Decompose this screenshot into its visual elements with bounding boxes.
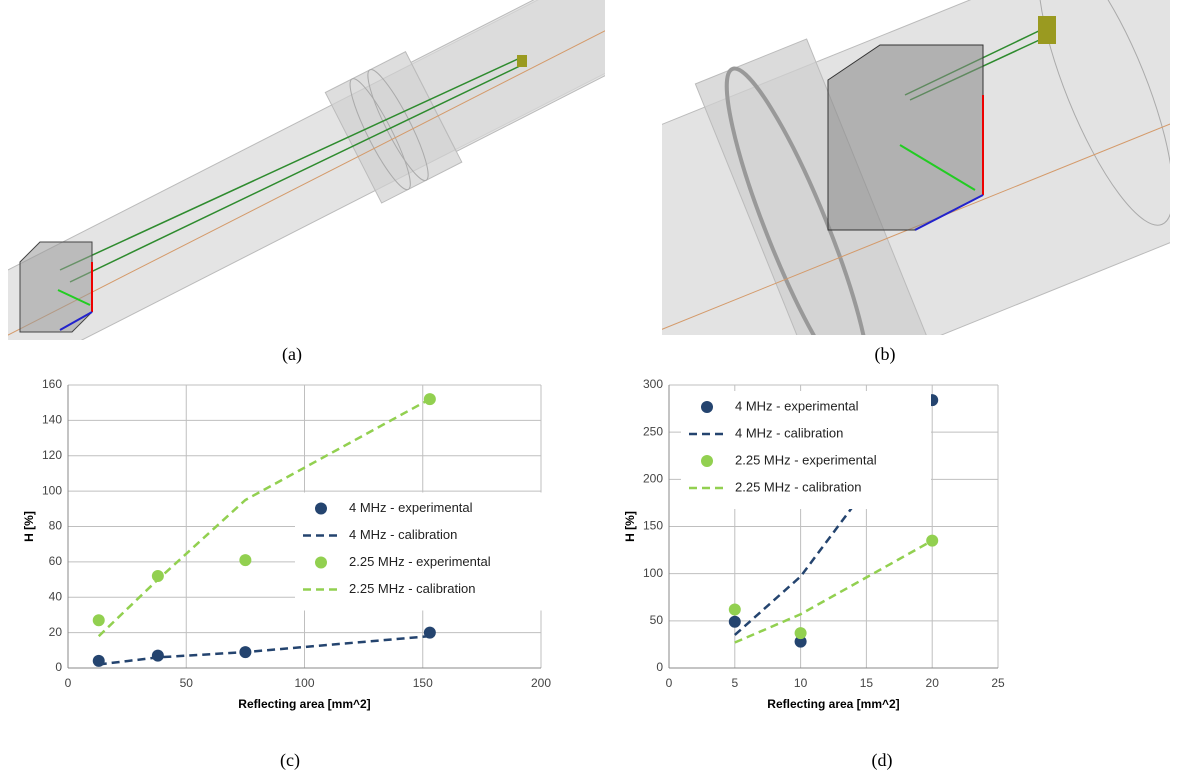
x-axis-label: Reflecting area [mm^2] bbox=[238, 697, 370, 711]
data-point bbox=[239, 554, 251, 566]
y-tick-label: 50 bbox=[650, 613, 664, 627]
legend-label: 2.25 MHz - calibration bbox=[349, 581, 475, 596]
y-tick-label: 80 bbox=[49, 519, 63, 533]
figure: (a) (b) (c) (d) 050100150200020406080100… bbox=[0, 0, 1177, 775]
y-tick-label: 140 bbox=[42, 413, 62, 427]
x-tick-label: 10 bbox=[794, 676, 808, 690]
x-tick-label: 100 bbox=[294, 676, 314, 690]
legend-label: 2.25 MHz - calibration bbox=[735, 479, 861, 494]
legend-label: 4 MHz - calibration bbox=[349, 527, 457, 542]
y-tick-label: 0 bbox=[656, 660, 663, 674]
y-tick-label: 300 bbox=[643, 377, 663, 391]
legend-swatch bbox=[701, 455, 713, 467]
y-tick-label: 0 bbox=[55, 660, 62, 674]
x-tick-label: 200 bbox=[531, 676, 551, 690]
render-a bbox=[0, 0, 693, 412]
y-tick-label: 100 bbox=[42, 483, 62, 497]
y-tick-label: 200 bbox=[643, 472, 663, 486]
y-tick-label: 40 bbox=[49, 589, 63, 603]
caption: (d) bbox=[872, 750, 893, 771]
legend-label: 2.25 MHz - experimental bbox=[349, 554, 491, 569]
y-tick-label: 20 bbox=[49, 625, 63, 639]
x-tick-label: 50 bbox=[180, 676, 194, 690]
x-tick-label: 20 bbox=[926, 676, 940, 690]
x-tick-label: 0 bbox=[666, 676, 673, 690]
data-point bbox=[729, 616, 741, 628]
y-axis-label: H [%] bbox=[22, 511, 36, 542]
legend-swatch bbox=[315, 557, 327, 569]
y-tick-label: 100 bbox=[643, 566, 663, 580]
y-tick-label: 250 bbox=[643, 424, 663, 438]
caption: (a) bbox=[282, 344, 302, 365]
data-point bbox=[795, 627, 807, 639]
y-tick-label: 160 bbox=[42, 377, 62, 391]
legend-label: 4 MHz - experimental bbox=[349, 500, 473, 515]
legend-label: 4 MHz - calibration bbox=[735, 425, 843, 440]
x-axis-label: Reflecting area [mm^2] bbox=[767, 697, 899, 711]
x-tick-label: 5 bbox=[731, 676, 738, 690]
caption: (b) bbox=[875, 344, 896, 365]
legend-swatch bbox=[315, 503, 327, 515]
x-tick-label: 25 bbox=[991, 676, 1005, 690]
y-tick-label: 120 bbox=[42, 448, 62, 462]
x-tick-label: 15 bbox=[860, 676, 874, 690]
data-point bbox=[93, 614, 105, 626]
x-tick-label: 0 bbox=[65, 676, 72, 690]
y-axis-label: H [%] bbox=[623, 511, 637, 542]
legend-label: 4 MHz - experimental bbox=[735, 398, 859, 413]
x-tick-label: 150 bbox=[413, 676, 433, 690]
y-tick-label: 60 bbox=[49, 554, 63, 568]
y-tick-label: 150 bbox=[643, 519, 663, 533]
legend-label: 2.25 MHz - experimental bbox=[735, 452, 877, 467]
data-point bbox=[729, 604, 741, 616]
legend-swatch bbox=[701, 401, 713, 413]
caption: (c) bbox=[280, 750, 300, 771]
data-point bbox=[152, 650, 164, 662]
